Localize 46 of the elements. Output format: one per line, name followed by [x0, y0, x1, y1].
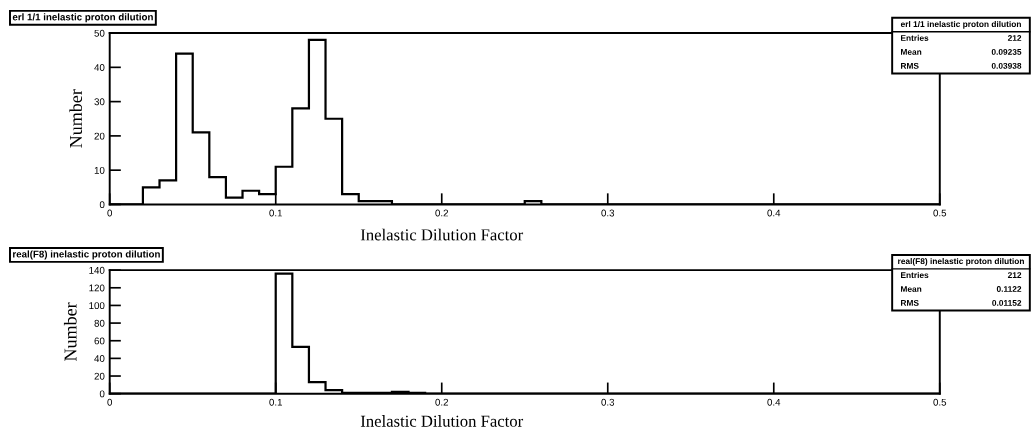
- x-tick-label: 0.2: [435, 209, 449, 217]
- annotation: RMS: [901, 299, 919, 306]
- annotation: Mean: [901, 49, 922, 55]
- x-tick-label: 0: [107, 398, 113, 406]
- text: 0.09235: [991, 48, 1022, 55]
- x-tick-label: 0.5: [933, 209, 947, 217]
- x-tick-label: 0.4: [767, 398, 781, 406]
- chart-title: real(F8) inelastic proton dilution: [13, 250, 160, 260]
- x-tick-label: 0.1: [269, 398, 283, 406]
- text: real(F8) inelastic proton dilution: [898, 257, 1024, 266]
- x-tick-label: 0.2: [435, 398, 449, 406]
- x-tick-label: 0.3: [601, 209, 615, 217]
- x-tick-label: 0.1: [269, 209, 283, 217]
- y-tick-label: 50: [94, 29, 105, 37]
- y-axis-title: Number: [69, 89, 83, 148]
- y-tick-label: 80: [94, 319, 105, 327]
- annotation: Entries: [901, 34, 929, 41]
- text: 0.03938: [991, 62, 1022, 69]
- y-tick-label: 20: [94, 372, 105, 380]
- y-tick-label: 0: [99, 390, 105, 398]
- y-tick-label: 120: [89, 284, 105, 292]
- x-axis-title: Inelastic Dilution Factor: [360, 415, 524, 427]
- y-tick-label: 30: [94, 98, 105, 106]
- text: 212: [1007, 272, 1022, 278]
- x-tick-label: 0.3: [601, 398, 615, 406]
- x-tick-label: 0.4: [767, 209, 781, 217]
- y-tick-label: 40: [94, 355, 105, 362]
- x-tick-label: 0.5: [933, 398, 947, 406]
- y-tick-label: 10: [94, 166, 105, 174]
- text: 0.1122: [996, 286, 1022, 292]
- annotation: RMS: [901, 62, 919, 69]
- y-axis-title: Number: [63, 302, 77, 361]
- y-tick-label: 20: [94, 132, 105, 140]
- text: erl 1/1 inelastic proton dilution: [900, 20, 1021, 29]
- y-tick-label: 40: [94, 64, 105, 71]
- y-tick-label: 0: [99, 201, 105, 209]
- text: 212: [1007, 35, 1022, 41]
- y-tick-label: 140: [89, 266, 105, 274]
- x-axis-title: Inelastic Dilution Factor: [360, 228, 524, 241]
- annotation: Mean: [901, 286, 922, 292]
- text: 0.01152: [992, 299, 1022, 306]
- chart-title: erl 1/1 inelastic proton dilution: [12, 13, 153, 23]
- y-tick-label: 100: [89, 302, 105, 310]
- annotation: Entries: [901, 271, 929, 279]
- y-tick-label: 60: [94, 337, 105, 345]
- x-tick-label: 0: [107, 209, 113, 217]
